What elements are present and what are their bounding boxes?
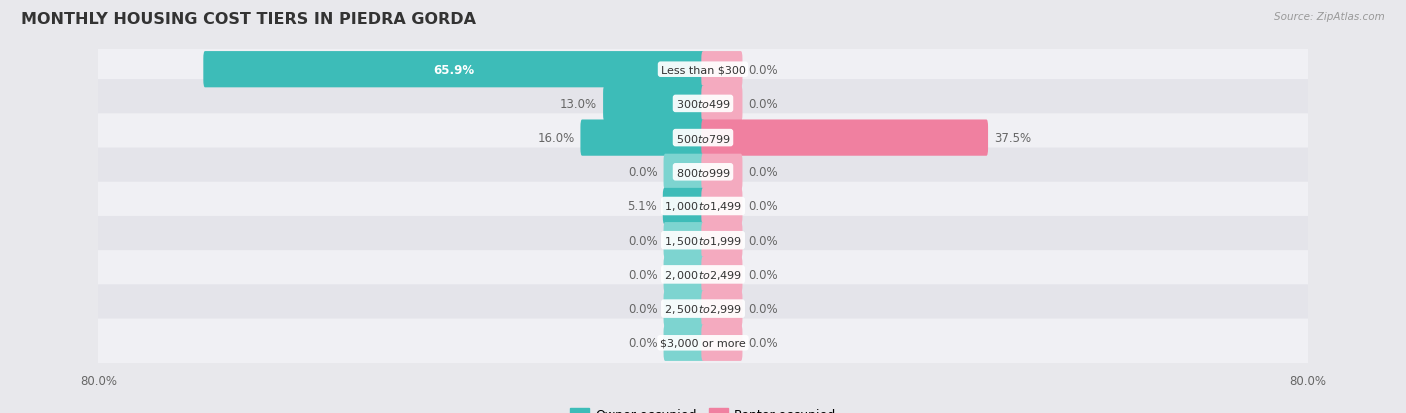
FancyBboxPatch shape (702, 120, 988, 157)
Text: $2,500 to $2,999: $2,500 to $2,999 (664, 302, 742, 316)
FancyBboxPatch shape (702, 188, 742, 225)
FancyBboxPatch shape (581, 120, 704, 157)
Text: Less than $300: Less than $300 (661, 65, 745, 75)
Text: $1,000 to $1,499: $1,000 to $1,499 (664, 200, 742, 213)
Text: 0.0%: 0.0% (628, 268, 658, 281)
Text: 5.1%: 5.1% (627, 200, 657, 213)
Text: 0.0%: 0.0% (748, 337, 778, 349)
Text: $800 to $999: $800 to $999 (675, 166, 731, 178)
FancyBboxPatch shape (96, 251, 1310, 299)
Text: MONTHLY HOUSING COST TIERS IN PIEDRA GORDA: MONTHLY HOUSING COST TIERS IN PIEDRA GOR… (21, 12, 477, 27)
Text: $500 to $799: $500 to $799 (675, 132, 731, 144)
FancyBboxPatch shape (702, 154, 742, 190)
Text: 37.5%: 37.5% (994, 132, 1031, 145)
FancyBboxPatch shape (702, 325, 742, 361)
FancyBboxPatch shape (96, 285, 1310, 333)
FancyBboxPatch shape (702, 86, 742, 122)
Text: 0.0%: 0.0% (628, 166, 658, 179)
Text: 0.0%: 0.0% (748, 234, 778, 247)
FancyBboxPatch shape (664, 223, 704, 259)
FancyBboxPatch shape (664, 154, 704, 190)
FancyBboxPatch shape (664, 256, 704, 293)
Text: 0.0%: 0.0% (748, 302, 778, 316)
Legend: Owner-occupied, Renter-occupied: Owner-occupied, Renter-occupied (565, 404, 841, 413)
FancyBboxPatch shape (204, 52, 704, 88)
FancyBboxPatch shape (603, 86, 704, 122)
Text: 0.0%: 0.0% (748, 166, 778, 179)
Text: $1,500 to $1,999: $1,500 to $1,999 (664, 234, 742, 247)
Text: $2,000 to $2,499: $2,000 to $2,499 (664, 268, 742, 281)
FancyBboxPatch shape (96, 182, 1310, 231)
Text: 13.0%: 13.0% (560, 97, 598, 111)
Text: 0.0%: 0.0% (628, 302, 658, 316)
Text: 0.0%: 0.0% (748, 97, 778, 111)
Text: 0.0%: 0.0% (748, 200, 778, 213)
FancyBboxPatch shape (702, 223, 742, 259)
FancyBboxPatch shape (664, 291, 704, 327)
Text: Source: ZipAtlas.com: Source: ZipAtlas.com (1274, 12, 1385, 22)
FancyBboxPatch shape (96, 319, 1310, 367)
FancyBboxPatch shape (664, 325, 704, 361)
Text: 0.0%: 0.0% (628, 337, 658, 349)
FancyBboxPatch shape (96, 148, 1310, 197)
FancyBboxPatch shape (96, 80, 1310, 128)
Text: 65.9%: 65.9% (433, 64, 475, 76)
FancyBboxPatch shape (702, 291, 742, 327)
FancyBboxPatch shape (702, 52, 742, 88)
FancyBboxPatch shape (96, 216, 1310, 265)
Text: 0.0%: 0.0% (748, 64, 778, 76)
Text: 0.0%: 0.0% (748, 268, 778, 281)
Text: $3,000 or more: $3,000 or more (661, 338, 745, 348)
Text: 16.0%: 16.0% (537, 132, 575, 145)
FancyBboxPatch shape (702, 256, 742, 293)
FancyBboxPatch shape (662, 188, 704, 225)
FancyBboxPatch shape (96, 114, 1310, 162)
Text: 0.0%: 0.0% (628, 234, 658, 247)
FancyBboxPatch shape (96, 46, 1310, 94)
Text: $300 to $499: $300 to $499 (675, 98, 731, 110)
